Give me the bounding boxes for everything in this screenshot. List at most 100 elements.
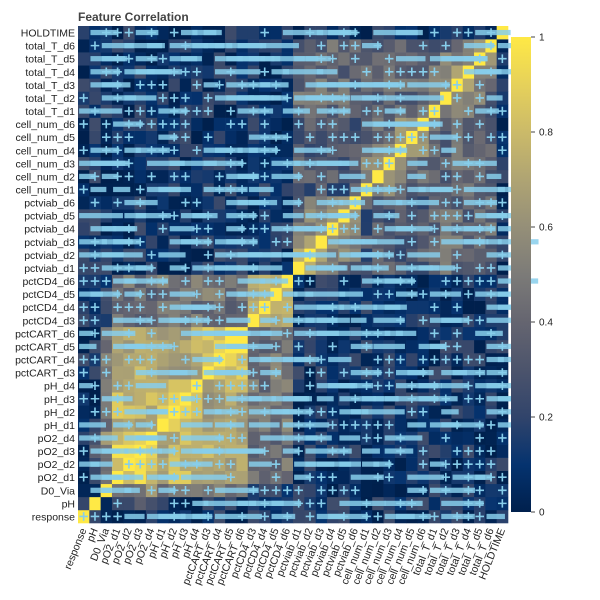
cell-plus-glyph	[464, 394, 473, 404]
cell-plus-glyph	[226, 407, 236, 417]
heatmap-cell	[293, 261, 305, 275]
cell-plus-glyph	[396, 145, 405, 155]
colorbar-gradient	[511, 37, 531, 512]
cell-plus-glyph	[90, 315, 100, 325]
cell-bar-glyph	[294, 474, 311, 480]
cell-bar-glyph	[260, 43, 299, 49]
cell-plus-glyph	[124, 329, 134, 338]
cell-plus-glyph	[362, 499, 371, 508]
cell-plus-glyph	[373, 368, 383, 377]
cell-bar-glyph	[395, 396, 438, 402]
heatmap-cell	[462, 91, 475, 105]
heatmap-cell	[440, 26, 452, 40]
cell-bar-glyph	[192, 500, 209, 506]
cell-plus-glyph	[283, 237, 292, 247]
heatmap-cell	[360, 52, 373, 66]
cell-plus-glyph	[192, 459, 202, 469]
cell-plus-glyph	[113, 381, 122, 390]
cell-plus-glyph	[305, 28, 315, 37]
cell-plus-glyph	[328, 315, 337, 325]
cell-plus-glyph	[464, 472, 473, 482]
cell-plus-glyph	[181, 67, 190, 77]
heatmap-cell	[383, 39, 396, 53]
cell-bar-glyph	[350, 474, 384, 480]
cell-plus-glyph	[441, 472, 451, 482]
cell-bar-glyph	[328, 213, 358, 219]
cell-bar-glyph	[237, 265, 283, 271]
y-tick-label: total_T_d6	[25, 41, 75, 53]
cell-plus-glyph	[147, 263, 156, 273]
cell-bar-glyph	[395, 29, 423, 36]
cell-plus-glyph	[464, 459, 473, 469]
cell-bar-glyph	[169, 226, 195, 232]
cell-bar-glyph	[226, 199, 249, 206]
cell-plus-glyph	[203, 302, 213, 312]
heatmap-cell	[78, 39, 90, 53]
cell-plus-glyph	[441, 41, 451, 50]
heatmap-cell	[349, 444, 362, 458]
cell-bar-glyph	[452, 160, 497, 166]
cell-bar-glyph	[362, 461, 380, 467]
cell-plus-glyph	[271, 276, 281, 286]
heatmap-cell	[440, 91, 452, 105]
cell-bar-glyph	[373, 121, 418, 127]
cell-plus-glyph	[90, 250, 100, 260]
cell-plus-glyph	[407, 381, 417, 390]
cell-plus-glyph	[464, 106, 473, 116]
cell-bar-glyph	[373, 317, 405, 323]
cell-plus-glyph	[441, 433, 451, 443]
cell-plus-glyph	[113, 198, 122, 207]
cell-plus-glyph	[475, 512, 485, 521]
cell-plus-glyph	[237, 302, 247, 312]
y-tick-label: total_T_d1	[25, 106, 75, 118]
heatmap-cell	[100, 313, 113, 328]
heatmap-glyphs	[79, 28, 539, 521]
cell-bar-glyph	[237, 173, 260, 180]
cell-plus-glyph	[452, 355, 462, 364]
cell-bar-glyph	[282, 213, 304, 219]
heatmap-cell	[270, 444, 282, 458]
cell-plus-glyph	[384, 132, 394, 142]
cell-bar-glyph	[158, 487, 176, 493]
cell-plus-glyph	[226, 106, 236, 116]
cell-bar-glyph	[260, 95, 281, 101]
cell-bar-glyph	[429, 487, 475, 493]
cell-bar-glyph	[463, 56, 487, 62]
y-tick-label: pctCD4_d3	[22, 315, 75, 327]
heatmap-cell	[394, 156, 407, 171]
heatmap-cell	[145, 130, 158, 145]
y-tick-label: pH_d2	[44, 407, 75, 419]
cell-plus-glyph	[475, 420, 485, 430]
cell-plus-glyph	[113, 28, 122, 37]
heatmap-cell	[315, 339, 328, 354]
heatmap-cell	[213, 209, 226, 223]
cell-plus-glyph	[305, 250, 315, 260]
cell-plus-glyph	[203, 224, 213, 234]
heatmap-cell	[406, 143, 418, 158]
cell-plus-glyph	[486, 446, 496, 456]
cell-plus-glyph	[169, 433, 179, 443]
heatmap-cell	[360, 313, 373, 328]
cell-plus-glyph	[328, 185, 337, 194]
heatmap-cell	[496, 156, 509, 171]
cell-plus-glyph	[328, 472, 337, 482]
cell-plus-glyph	[373, 41, 383, 50]
heatmap-cell	[360, 169, 373, 184]
cell-plus-glyph	[260, 289, 270, 299]
cell-plus-glyph	[169, 499, 179, 508]
heatmap-cell	[100, 379, 113, 393]
cell-plus-glyph	[260, 446, 270, 456]
heatmap-cell	[281, 379, 294, 393]
heatmap-cell	[213, 117, 226, 131]
heatmap-cell	[440, 300, 452, 315]
cell-plus-glyph	[169, 512, 179, 521]
cell-plus-glyph	[350, 54, 360, 63]
cell-plus-glyph	[350, 198, 360, 207]
cell-bar-glyph	[180, 239, 198, 245]
heatmap-cell	[78, 130, 90, 145]
cell-plus-glyph	[101, 132, 111, 142]
heatmap-cell	[202, 196, 215, 210]
heatmap-cell	[78, 496, 90, 511]
cell-bar-glyph	[124, 95, 157, 101]
cell-plus-glyph	[418, 407, 428, 417]
